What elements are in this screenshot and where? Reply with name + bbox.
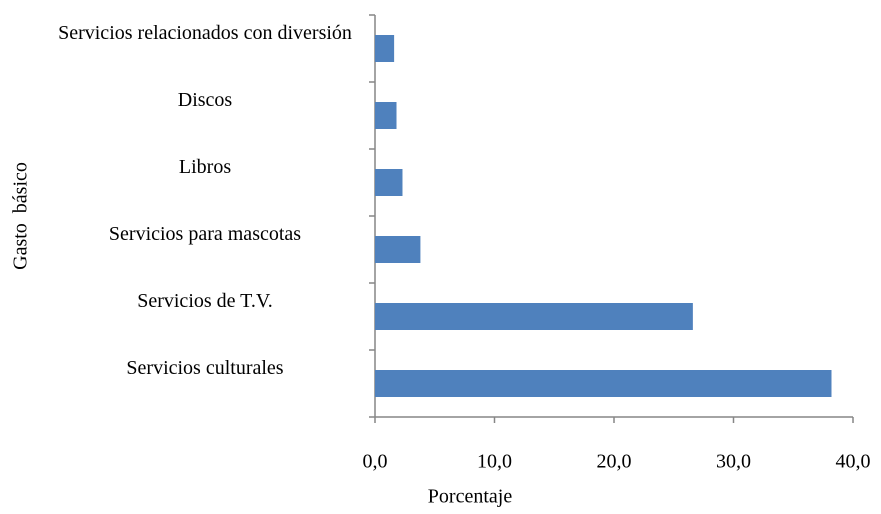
bar bbox=[375, 169, 403, 196]
x-tick-label: 10,0 bbox=[477, 451, 512, 473]
x-tick-label: 40,0 bbox=[836, 451, 871, 473]
y-tick-label: Servicios de T.V. bbox=[137, 289, 273, 312]
bar bbox=[375, 370, 832, 397]
y-axis-title: Gasto básico bbox=[10, 162, 32, 270]
y-tick-label: Discos bbox=[177, 88, 233, 111]
bar bbox=[375, 102, 397, 129]
y-tick-label: Servicios culturales bbox=[126, 356, 284, 379]
bar bbox=[375, 35, 395, 62]
x-tick-label: 0,0 bbox=[363, 451, 388, 473]
y-tick-label: Servicios relacionados con diversión bbox=[58, 21, 352, 44]
x-tick-label: 30,0 bbox=[716, 451, 751, 473]
y-tick-label: Servicios para mascotas bbox=[108, 222, 302, 245]
bar bbox=[375, 303, 693, 330]
y-tick-label: Libros bbox=[178, 155, 232, 178]
bar bbox=[375, 236, 421, 263]
x-axis-title: Porcentaje bbox=[428, 486, 513, 508]
x-tick-label: 20,0 bbox=[597, 451, 632, 473]
